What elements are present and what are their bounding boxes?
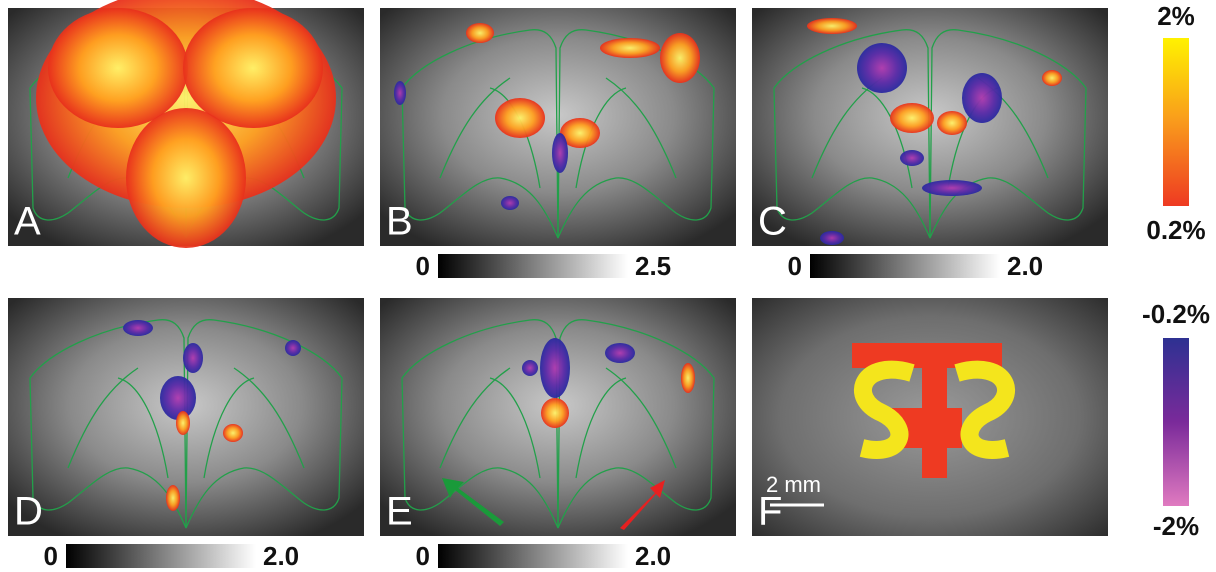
activation-blob bbox=[466, 23, 494, 43]
intensity-colorbar bbox=[66, 544, 256, 568]
activation-blob bbox=[660, 33, 700, 83]
activation-blob bbox=[962, 73, 1002, 123]
colorbar-min: 0 bbox=[416, 541, 430, 571]
activation-blob bbox=[501, 196, 519, 210]
positive-max: 2% bbox=[1157, 1, 1195, 31]
region-mask bbox=[854, 360, 915, 459]
region-outline bbox=[557, 319, 715, 529]
activation-blob bbox=[183, 343, 203, 373]
activation-blob bbox=[922, 180, 982, 196]
colorbar-max: 2.0 bbox=[1007, 251, 1043, 281]
activation-blob bbox=[285, 340, 301, 356]
activation-blob bbox=[560, 118, 600, 148]
activation-blob bbox=[160, 376, 196, 420]
negative-min: -2% bbox=[1153, 511, 1199, 541]
panel-letter: E bbox=[386, 490, 413, 534]
colorbar-min: 0 bbox=[416, 251, 430, 281]
panel: E bbox=[380, 298, 736, 536]
activation-blob bbox=[541, 398, 569, 428]
region-mask bbox=[954, 360, 1015, 459]
panel-letter: C bbox=[758, 200, 787, 244]
panel-letter: B bbox=[386, 200, 413, 244]
activation-blob bbox=[166, 485, 180, 511]
activation-blob bbox=[681, 363, 695, 393]
panel: A bbox=[8, 0, 364, 248]
activation-blob bbox=[176, 411, 190, 435]
activation-blob bbox=[48, 8, 188, 128]
region-mask bbox=[852, 343, 1002, 478]
activation-blob bbox=[495, 98, 545, 138]
panel: D bbox=[8, 298, 364, 536]
activation-blob bbox=[540, 338, 570, 398]
region-outline bbox=[401, 319, 559, 529]
activation-blob bbox=[820, 231, 844, 245]
positive-min: 0.2% bbox=[1146, 215, 1205, 245]
scale-bar-label: 2 mm bbox=[766, 472, 821, 497]
colorbar-min: 0 bbox=[44, 541, 58, 571]
panel-letter: F bbox=[758, 490, 782, 534]
activation-blob bbox=[552, 133, 568, 173]
positive-colorbar bbox=[1163, 38, 1189, 206]
activation-blob bbox=[522, 360, 538, 376]
panel: C bbox=[752, 8, 1108, 246]
intensity-colorbar bbox=[438, 544, 628, 568]
intensity-colorbar bbox=[438, 254, 628, 278]
activation-blob bbox=[394, 81, 406, 105]
activation-blob bbox=[807, 18, 857, 34]
activation-blob bbox=[223, 424, 243, 442]
green-arrow bbox=[442, 478, 504, 526]
activation-blob bbox=[857, 43, 907, 93]
activation-blob bbox=[183, 8, 323, 128]
activation-blob bbox=[600, 38, 660, 58]
panel-letter: D bbox=[14, 490, 43, 534]
colorbar-min: 0 bbox=[788, 251, 802, 281]
colorbar-max: 2.5 bbox=[635, 251, 671, 281]
arrows bbox=[442, 478, 665, 530]
activation-blob bbox=[605, 343, 635, 363]
red-arrow bbox=[620, 480, 665, 530]
activation-blob bbox=[890, 103, 934, 133]
activation-blob bbox=[937, 111, 967, 135]
colorbar-max: 2.0 bbox=[635, 541, 671, 571]
panel: B bbox=[380, 8, 736, 246]
panel: 2 mmF bbox=[752, 298, 1108, 536]
region-outline bbox=[185, 319, 343, 529]
negative-colorbar bbox=[1163, 338, 1189, 506]
colorbar-max: 2.0 bbox=[263, 541, 299, 571]
activation-blob bbox=[1042, 70, 1062, 86]
activation-blob bbox=[126, 108, 246, 248]
activation-blob bbox=[900, 150, 924, 166]
panel-letter: A bbox=[14, 200, 41, 244]
intensity-colorbar bbox=[810, 254, 1000, 278]
negative-max: -0.2% bbox=[1142, 299, 1210, 329]
activation-blob bbox=[123, 320, 153, 336]
